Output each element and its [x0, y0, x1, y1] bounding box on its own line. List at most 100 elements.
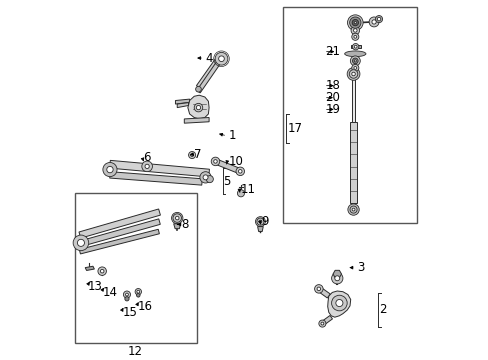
Text: 3: 3	[356, 261, 364, 274]
Circle shape	[352, 58, 357, 64]
Polygon shape	[85, 266, 94, 270]
Circle shape	[351, 64, 358, 72]
Circle shape	[213, 159, 217, 163]
Circle shape	[352, 59, 357, 63]
Circle shape	[334, 276, 339, 281]
Circle shape	[335, 300, 342, 307]
Circle shape	[206, 176, 213, 183]
Circle shape	[203, 175, 207, 180]
Circle shape	[255, 217, 265, 226]
Polygon shape	[175, 99, 189, 104]
Text: 4: 4	[205, 51, 213, 64]
Text: 7: 7	[194, 148, 202, 161]
Circle shape	[188, 152, 195, 159]
Polygon shape	[79, 219, 160, 247]
Circle shape	[351, 33, 358, 40]
Polygon shape	[321, 315, 332, 325]
Ellipse shape	[344, 51, 365, 57]
Circle shape	[320, 322, 323, 325]
Polygon shape	[177, 103, 188, 108]
Circle shape	[175, 216, 179, 220]
Circle shape	[125, 293, 128, 296]
Text: 1: 1	[228, 130, 236, 143]
Text: 5: 5	[223, 175, 230, 188]
Circle shape	[100, 269, 104, 273]
Polygon shape	[109, 172, 202, 185]
Circle shape	[136, 293, 140, 297]
Circle shape	[137, 290, 140, 293]
Text: 14: 14	[102, 286, 117, 299]
Circle shape	[238, 170, 242, 173]
Circle shape	[123, 291, 130, 298]
Polygon shape	[109, 160, 209, 177]
Polygon shape	[350, 45, 361, 48]
Circle shape	[106, 166, 113, 173]
Circle shape	[351, 72, 355, 76]
Circle shape	[331, 273, 342, 284]
Polygon shape	[79, 229, 159, 254]
Polygon shape	[196, 55, 221, 89]
Bar	[351, 79, 354, 122]
Text: 15: 15	[122, 306, 137, 319]
Circle shape	[353, 22, 356, 24]
Circle shape	[215, 52, 227, 65]
Text: 8: 8	[181, 218, 188, 231]
Circle shape	[351, 19, 358, 26]
Circle shape	[353, 35, 356, 38]
Circle shape	[173, 214, 181, 222]
Polygon shape	[173, 224, 181, 229]
Circle shape	[331, 295, 346, 311]
Circle shape	[346, 68, 359, 80]
Circle shape	[349, 56, 360, 66]
Circle shape	[236, 167, 244, 176]
Text: 21: 21	[325, 45, 340, 58]
Text: 20: 20	[325, 91, 339, 104]
Bar	[75, 193, 197, 343]
Circle shape	[200, 172, 211, 183]
Circle shape	[142, 161, 152, 172]
Circle shape	[351, 19, 358, 26]
Circle shape	[196, 105, 200, 110]
Circle shape	[351, 208, 354, 211]
Polygon shape	[214, 159, 241, 174]
Circle shape	[318, 320, 325, 327]
Polygon shape	[327, 291, 350, 317]
Circle shape	[350, 26, 359, 35]
Circle shape	[259, 220, 261, 223]
Circle shape	[194, 103, 203, 112]
Circle shape	[353, 45, 356, 48]
Bar	[349, 122, 356, 203]
Circle shape	[349, 17, 360, 28]
Circle shape	[353, 67, 356, 69]
Polygon shape	[332, 270, 341, 278]
Text: 11: 11	[241, 183, 255, 196]
Circle shape	[353, 29, 356, 32]
Circle shape	[377, 17, 380, 21]
Circle shape	[124, 297, 129, 301]
Text: 2: 2	[378, 303, 386, 316]
Polygon shape	[187, 95, 209, 119]
Circle shape	[256, 218, 264, 225]
Text: 16: 16	[137, 300, 152, 313]
Text: 12: 12	[127, 345, 142, 358]
Circle shape	[190, 154, 193, 157]
Circle shape	[102, 162, 117, 177]
Circle shape	[77, 239, 84, 246]
Text: 19: 19	[325, 103, 340, 116]
Bar	[283, 7, 416, 223]
Text: 13: 13	[88, 280, 102, 293]
Circle shape	[347, 204, 359, 215]
Circle shape	[237, 190, 244, 197]
Circle shape	[371, 20, 375, 24]
Text: 6: 6	[143, 151, 151, 164]
Polygon shape	[79, 209, 160, 238]
Circle shape	[73, 235, 88, 251]
Text: 18: 18	[325, 79, 339, 92]
Polygon shape	[196, 60, 221, 93]
Text: 17: 17	[287, 122, 302, 135]
Circle shape	[352, 44, 358, 50]
Circle shape	[145, 164, 149, 168]
Circle shape	[314, 285, 323, 293]
Polygon shape	[317, 287, 329, 298]
Circle shape	[349, 206, 356, 213]
